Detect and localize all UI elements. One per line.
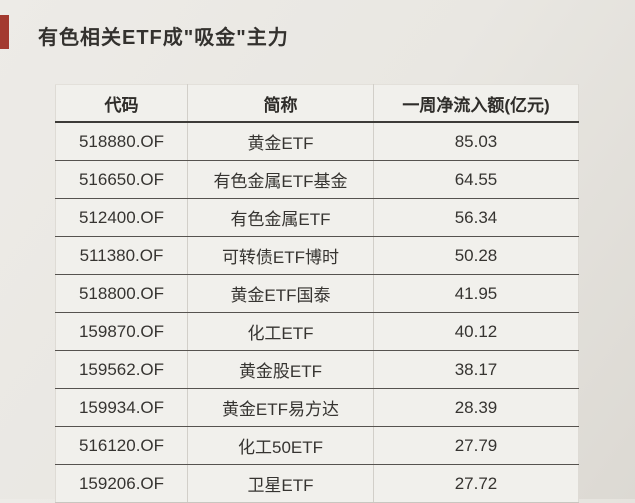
column-header-inflow: 一周净流入额(亿元) — [373, 84, 579, 123]
page-title: 有色相关ETF成"吸金"主力 — [38, 27, 289, 49]
table-row: 518800.OF 黄金ETF国泰 41.95 — [55, 274, 579, 313]
table-row: 159562.OF 黄金股ETF 38.17 — [55, 350, 579, 389]
cell-code: 511380.OF — [55, 236, 188, 275]
etf-inflow-table: 代码 简称 一周净流入额(亿元) 518880.OF 黄金ETF 85.03 5… — [55, 84, 579, 503]
cell-name: 黄金股ETF — [187, 350, 374, 389]
cell-name: 黄金ETF — [187, 122, 374, 161]
table-row: 511380.OF 可转债ETF博时 50.28 — [55, 236, 579, 275]
cell-inflow: 28.39 — [373, 388, 579, 427]
cell-inflow: 27.79 — [373, 426, 579, 465]
cell-inflow: 38.17 — [373, 350, 579, 389]
cell-code: 516650.OF — [55, 160, 188, 199]
cell-code: 159934.OF — [55, 388, 188, 427]
cell-inflow: 64.55 — [373, 160, 579, 199]
cell-code: 518800.OF — [55, 274, 188, 313]
cell-name: 有色金属ETF — [187, 198, 374, 237]
cell-name: 可转债ETF博时 — [187, 236, 374, 275]
table-row: 159206.OF 卫星ETF 27.72 — [55, 464, 579, 503]
cell-inflow: 85.03 — [373, 122, 579, 161]
table-row: 518880.OF 黄金ETF 85.03 — [55, 122, 579, 161]
cell-name: 化工50ETF — [187, 426, 374, 465]
cell-name: 卫星ETF — [187, 464, 374, 503]
cell-inflow: 41.95 — [373, 274, 579, 313]
column-header-code: 代码 — [55, 84, 188, 123]
cell-inflow: 27.72 — [373, 464, 579, 503]
cell-name: 有色金属ETF基金 — [187, 160, 374, 199]
cell-code: 512400.OF — [55, 198, 188, 237]
table-row: 516650.OF 有色金属ETF基金 64.55 — [55, 160, 579, 199]
table-row: 159870.OF 化工ETF 40.12 — [55, 312, 579, 351]
cell-inflow: 40.12 — [373, 312, 579, 351]
cell-code: 159206.OF — [55, 464, 188, 503]
cell-code: 516120.OF — [55, 426, 188, 465]
cell-inflow: 50.28 — [373, 236, 579, 275]
cell-code: 518880.OF — [55, 122, 188, 161]
cell-code: 159562.OF — [55, 350, 188, 389]
cell-name: 黄金ETF国泰 — [187, 274, 374, 313]
cell-name: 化工ETF — [187, 312, 374, 351]
table-row: 512400.OF 有色金属ETF 56.34 — [55, 198, 579, 237]
cell-code: 159870.OF — [55, 312, 188, 351]
column-header-name: 简称 — [187, 84, 374, 123]
table-header-row: 代码 简称 一周净流入额(亿元) — [55, 84, 579, 123]
table-row: 516120.OF 化工50ETF 27.79 — [55, 426, 579, 465]
cell-inflow: 56.34 — [373, 198, 579, 237]
title-accent-bar — [0, 15, 9, 49]
table-row: 159934.OF 黄金ETF易方达 28.39 — [55, 388, 579, 427]
cell-name: 黄金ETF易方达 — [187, 388, 374, 427]
